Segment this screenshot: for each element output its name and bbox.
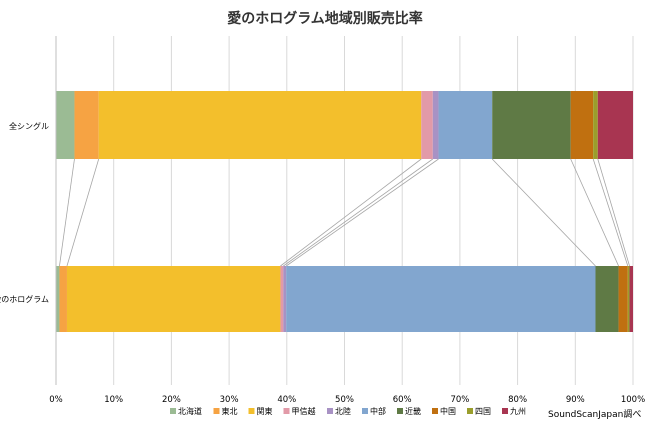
legend-label: 中部 <box>370 406 386 416</box>
x-tick-label: 80% <box>508 395 527 405</box>
legend-label: 九州 <box>510 407 526 416</box>
legend-label: 中国 <box>440 406 456 416</box>
bar-segment <box>438 91 493 159</box>
bar-segment <box>618 266 628 332</box>
bar-segment <box>74 91 99 159</box>
series-connector <box>283 158 434 267</box>
legend-label: 北海道 <box>178 406 202 416</box>
series-connector <box>285 158 439 267</box>
bar-segment <box>421 91 433 159</box>
series-connector <box>592 158 629 267</box>
x-tick-label: 60% <box>393 395 412 405</box>
legend-label: 関東 <box>257 406 273 416</box>
x-tick-label: 90% <box>566 395 585 405</box>
bar-segment <box>56 91 75 159</box>
legend-swatch <box>213 408 220 414</box>
chart-title: 愛のホログラム地域別販売比率 <box>227 11 423 27</box>
source-credit: SoundScanJapan調べ <box>548 410 642 420</box>
legend-label: 近畿 <box>405 406 421 416</box>
legend-swatch <box>397 408 403 414</box>
bar-segment <box>593 91 598 159</box>
bar-segment <box>629 266 633 332</box>
category-label: 全シングル <box>9 121 49 131</box>
legend-swatch <box>283 408 290 414</box>
bar-segment <box>56 266 60 332</box>
bar-segment <box>98 91 422 159</box>
bar-segment <box>432 91 439 159</box>
legend-swatch <box>432 408 438 414</box>
category-label: 愛のホログラム <box>0 294 49 304</box>
series-connector <box>280 158 422 267</box>
x-tick-label: 30% <box>220 395 239 405</box>
legend-label: 甲信越 <box>292 406 316 416</box>
bar-segment <box>492 91 571 159</box>
legend-label: 北陸 <box>335 406 351 416</box>
series-connector <box>491 158 596 267</box>
x-tick-label: 20% <box>162 395 181 405</box>
bar-segment <box>66 266 281 332</box>
series-connector <box>597 158 630 267</box>
bar-segment <box>597 91 633 159</box>
bar-segment <box>627 266 630 332</box>
x-tick-label: 70% <box>450 395 469 405</box>
x-tick-label: 100% <box>621 395 645 405</box>
x-tick-label: 40% <box>277 395 296 405</box>
legend-label: 東北 <box>222 406 238 416</box>
bar-segment <box>59 266 67 332</box>
x-tick-label: 10% <box>104 395 123 405</box>
x-tick-label: 0% <box>49 395 63 405</box>
bar-segment <box>570 91 594 159</box>
bar-segment <box>280 266 284 332</box>
legend-swatch <box>248 408 255 414</box>
legend-swatch <box>170 408 176 414</box>
legend-swatch <box>467 408 473 414</box>
bar-segment <box>283 266 287 332</box>
legend-swatch <box>327 408 333 414</box>
series-connector <box>59 158 75 267</box>
bar-segment <box>595 266 619 332</box>
legend-label: 四国 <box>475 407 491 416</box>
legend-swatch <box>362 408 368 414</box>
legend-swatch <box>502 408 508 414</box>
x-tick-label: 50% <box>335 395 354 405</box>
series-connector <box>570 158 619 267</box>
series-connector <box>66 158 100 267</box>
bar-segment <box>286 266 596 332</box>
